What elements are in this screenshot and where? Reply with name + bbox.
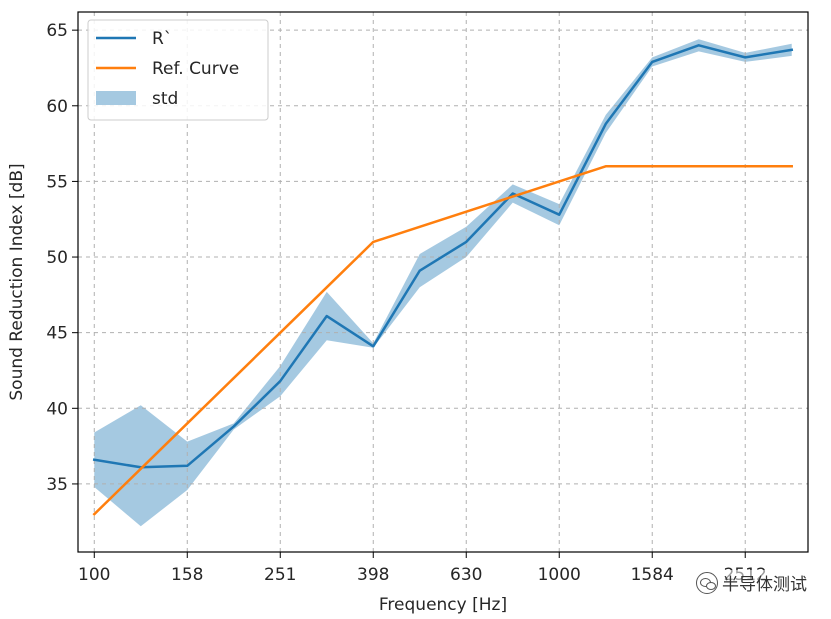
x-tick-label: 1584 — [631, 565, 674, 585]
x-tick-label: 100 — [78, 565, 110, 585]
y-tick-label: 45 — [46, 324, 68, 344]
legend-label-r: R` — [152, 29, 172, 49]
x-tick-label: 1000 — [538, 565, 581, 585]
legend-swatch-std — [96, 91, 136, 105]
y-tick-label: 35 — [46, 475, 68, 495]
legend-label-std: std — [152, 89, 178, 109]
y-tick-label: 65 — [46, 21, 68, 41]
y-tick-label: 40 — [46, 399, 68, 419]
wechat-icon — [696, 571, 718, 594]
watermark-text: 半导体测试 — [722, 575, 807, 595]
x-tick-labels: 100158251398630100015842512 — [78, 565, 767, 585]
y-tick-label: 55 — [46, 172, 68, 192]
watermark: 半导体测试 — [694, 570, 809, 595]
series-line-ref-curve — [92, 165, 793, 516]
x-tick-label: 630 — [450, 565, 482, 585]
series-line-layer — [92, 44, 794, 516]
x-tick-label: 158 — [171, 565, 203, 585]
legend: R` Ref. Curve std — [87, 19, 269, 121]
y-axis-label: Sound Reduction Index [dB] — [7, 163, 27, 400]
y-tick-labels: 35 40 45 50 55 60 65 — [46, 21, 68, 495]
y-tick-label: 50 — [46, 248, 68, 268]
series-line-r — [92, 44, 794, 469]
legend-label-ref-curve: Ref. Curve — [152, 59, 239, 79]
x-tick-label: 251 — [264, 565, 296, 585]
plot-frame — [77, 11, 809, 553]
y-tick-label: 60 — [46, 97, 68, 117]
x-axis-label: Frequency [Hz] — [379, 595, 507, 615]
x-tick-label: 398 — [357, 565, 389, 585]
std-band-layer — [94, 39, 792, 527]
tick-layer — [72, 29, 746, 558]
std-band — [94, 39, 792, 527]
legend-box — [87, 19, 269, 121]
